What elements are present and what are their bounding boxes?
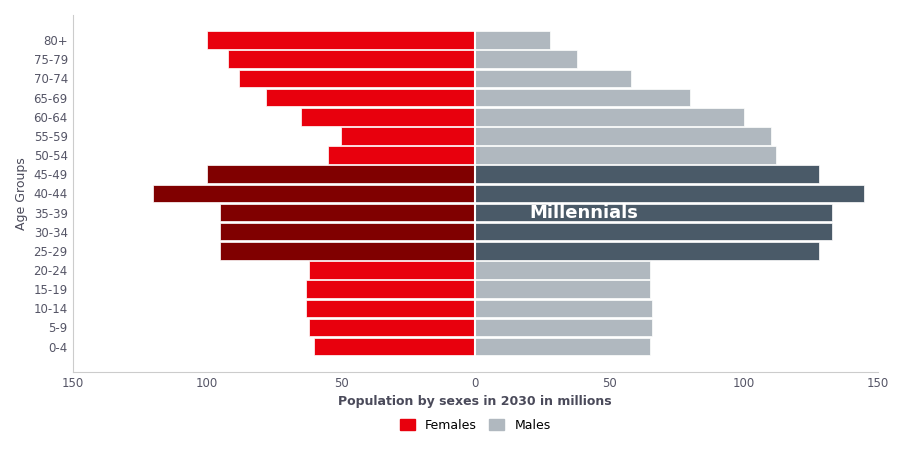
Bar: [475, 223, 832, 241]
Bar: [340, 127, 475, 144]
X-axis label: Population by sexes in 2030 in millions: Population by sexes in 2030 in millions: [338, 395, 611, 408]
Bar: [306, 280, 475, 298]
Bar: [475, 319, 652, 337]
Bar: [153, 185, 475, 202]
Bar: [475, 204, 832, 221]
Bar: [475, 108, 743, 126]
Bar: [475, 89, 689, 106]
Bar: [475, 338, 649, 355]
Bar: [238, 69, 475, 87]
Bar: [327, 146, 475, 164]
Bar: [475, 31, 550, 49]
Y-axis label: Age Groups: Age Groups: [15, 157, 28, 230]
Bar: [314, 338, 475, 355]
Bar: [475, 69, 630, 87]
Bar: [475, 300, 652, 317]
Bar: [220, 204, 475, 221]
Bar: [309, 261, 475, 279]
Bar: [220, 242, 475, 260]
Bar: [228, 51, 475, 68]
Bar: [475, 127, 769, 144]
Bar: [475, 165, 818, 183]
Bar: [220, 223, 475, 241]
Bar: [475, 242, 818, 260]
Bar: [265, 89, 475, 106]
Bar: [207, 165, 475, 183]
Text: Millennials: Millennials: [528, 203, 638, 221]
Bar: [475, 261, 649, 279]
Bar: [301, 108, 475, 126]
Bar: [475, 280, 649, 298]
Bar: [207, 31, 475, 49]
Bar: [475, 51, 577, 68]
Bar: [306, 300, 475, 317]
Legend: Females, Males: Females, Males: [395, 414, 555, 437]
Bar: [309, 319, 475, 337]
Bar: [475, 185, 863, 202]
Bar: [475, 146, 775, 164]
